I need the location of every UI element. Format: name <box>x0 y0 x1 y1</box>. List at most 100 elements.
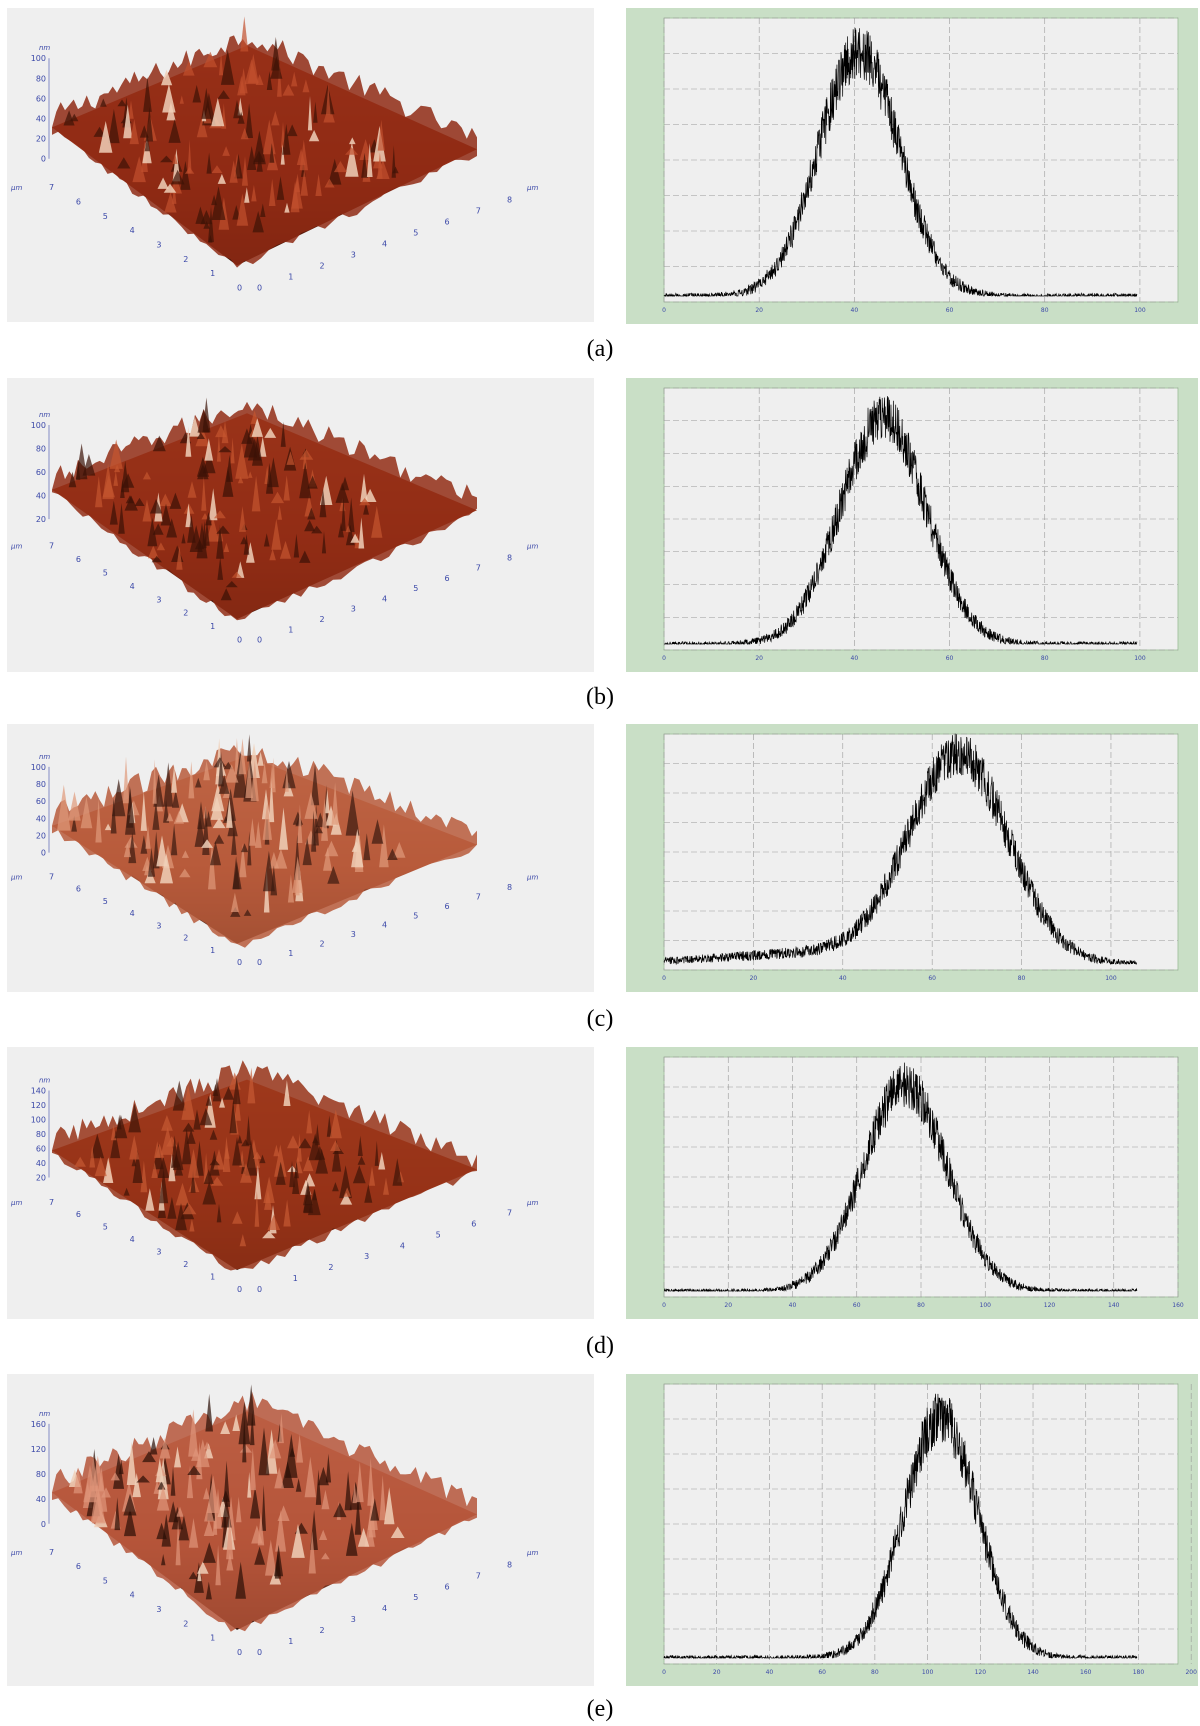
z-tick-label: 40 <box>36 814 46 823</box>
y-tick-label: 2 <box>183 1260 188 1269</box>
z-tick-label: 0 <box>41 849 46 858</box>
z-tick-label: 20 <box>36 831 46 840</box>
x-tick-label: 5 <box>413 911 418 920</box>
y-tick-label: 3 <box>156 921 161 930</box>
y-tick-label: 1 <box>210 946 215 955</box>
hist-x-tick-label: 20 <box>724 1302 732 1309</box>
x-tick-label: 0 <box>257 958 262 967</box>
y-tick-label: 4 <box>130 226 135 235</box>
y-tick-label: 4 <box>130 1235 135 1244</box>
figure-caption-e: (e) <box>586 1696 614 1722</box>
afm-3d-surface: 20 40 60 80 100 nm µm 0 1 2 3 4 5 6 7 0 1 2 3 4 5 6 7 8 µm <box>7 378 594 672</box>
z-tick-label: 40 <box>36 1495 46 1504</box>
x-tick-label: 4 <box>382 1604 387 1613</box>
z-tick-label: 160 <box>31 1420 46 1429</box>
histogram-series-line <box>663 27 1138 298</box>
z-tick-label: 60 <box>36 797 46 806</box>
height-histogram: 0 20 40 60 80 100 <box>626 8 1198 324</box>
z-tick-label: 20 <box>36 1174 46 1183</box>
hist-x-tick-label: 0 <box>662 975 666 982</box>
x-tick-label: 3 <box>351 251 356 260</box>
x-tick-label: 8 <box>507 883 512 892</box>
z-tick-label: 20 <box>36 135 46 144</box>
histogram-plot-area <box>663 1383 1192 1665</box>
x-tick-label: 1 <box>288 625 293 634</box>
x-tick-label: 0 <box>257 1648 262 1657</box>
y-tick-label: 6 <box>76 885 81 894</box>
y-tick-label: 3 <box>156 241 161 250</box>
y-tick-label: 5 <box>103 897 108 906</box>
histogram-series-line <box>663 733 1137 966</box>
figure-caption-d: (d) <box>586 1333 614 1359</box>
x-tick-label: 3 <box>364 1252 369 1261</box>
x-tick-label: 2 <box>320 615 325 624</box>
x-tick-label: 0 <box>257 636 262 645</box>
z-tick-label: 100 <box>31 763 46 772</box>
y-tick-label: 0 <box>237 958 242 967</box>
hist-x-tick-label: 80 <box>917 1302 925 1309</box>
hist-x-tick-label: 120 <box>1044 1302 1056 1309</box>
x-tick-label: 7 <box>476 1571 481 1580</box>
hist-x-tick-label: 180 <box>1133 1669 1145 1676</box>
z-tick-label: 80 <box>36 74 46 83</box>
y-tick-label: 4 <box>130 582 135 591</box>
z-tick-label: 80 <box>36 445 46 454</box>
hist-x-tick-label: 100 <box>1134 307 1146 314</box>
afm-3d-surface: 0 20 40 60 80 100 nm µm 0 1 2 3 4 5 6 7 0 1 2 3 4 5 6 7 8 µm <box>7 724 594 992</box>
figure-caption-a: (a) <box>586 336 614 362</box>
y-unit-label: µm <box>10 873 22 881</box>
y-tick-label: 2 <box>183 255 188 264</box>
y-tick-label: 3 <box>156 1248 161 1257</box>
x-tick-label: 1 <box>293 1274 298 1283</box>
hist-x-tick-label: 40 <box>851 307 859 314</box>
hist-x-tick-label: 20 <box>755 307 763 314</box>
histogram-plot-area <box>663 1056 1179 1298</box>
x-tick-label: 7 <box>476 207 481 216</box>
y-tick-label: 4 <box>130 1591 135 1600</box>
z-unit-label: nm <box>39 753 50 761</box>
z-tick-label: 60 <box>36 1145 46 1154</box>
histogram-plot-area <box>663 17 1179 303</box>
hist-x-tick-label: 20 <box>713 1669 721 1676</box>
afm-surface-mesh <box>52 397 477 621</box>
z-unit-label: nm <box>39 1077 50 1085</box>
figure-caption-c: (c) <box>586 1006 614 1032</box>
x-tick-label: 5 <box>413 1593 418 1602</box>
y-unit-label: µm <box>10 184 22 192</box>
y-unit-label: µm <box>10 543 22 551</box>
hist-x-tick-label: 80 <box>871 1669 879 1676</box>
hist-x-tick-label: 160 <box>1080 1669 1092 1676</box>
histogram-plot-area <box>663 387 1179 651</box>
z-tick-label: 60 <box>36 468 46 477</box>
z-tick-label: 80 <box>36 1130 46 1139</box>
x-tick-label: 2 <box>328 1263 333 1272</box>
histogram-series-line <box>664 396 1138 646</box>
histogram-plot-area <box>663 733 1179 971</box>
x-unit-label: µm <box>526 1549 538 1557</box>
y-tick-label: 7 <box>49 1548 54 1557</box>
afm-surface-mesh <box>52 1060 477 1271</box>
y-tick-label: 1 <box>210 622 215 631</box>
afm-3d-surface: 0 40 80 120 160 nm µm 0 1 2 3 4 5 6 7 0 1 2 3 4 5 6 7 8 µm <box>7 1374 594 1686</box>
y-tick-label: 0 <box>237 1648 242 1657</box>
y-tick-label: 2 <box>183 934 188 943</box>
hist-x-tick-label: 0 <box>662 1669 666 1676</box>
z-tick-label: 80 <box>36 1470 46 1479</box>
hist-x-tick-label: 0 <box>662 307 666 314</box>
hist-x-tick-label: 60 <box>946 655 954 662</box>
hist-x-tick-label: 0 <box>662 1302 666 1309</box>
x-unit-label: µm <box>526 1199 538 1207</box>
z-unit-label: nm <box>39 411 50 419</box>
height-histogram: 0 20 40 60 80 100 120 140 160 <box>626 1047 1198 1319</box>
x-tick-label: 1 <box>288 1637 293 1646</box>
figure-caption-b: (b) <box>586 684 614 710</box>
y-tick-label: 7 <box>49 1198 54 1207</box>
z-tick-label: 40 <box>36 1159 46 1168</box>
z-unit-label: nm <box>39 44 50 52</box>
y-tick-label: 1 <box>210 1272 215 1281</box>
z-tick-label: 100 <box>31 54 46 63</box>
x-tick-label: 7 <box>476 564 481 573</box>
y-tick-label: 6 <box>76 1562 81 1571</box>
y-tick-label: 6 <box>76 198 81 207</box>
afm-3d-surface: 20 40 60 80 100 120 140 nm µm 0 1 2 3 4 5 6 7 0 1 2 3 4 5 6 7 µm <box>7 1047 594 1319</box>
